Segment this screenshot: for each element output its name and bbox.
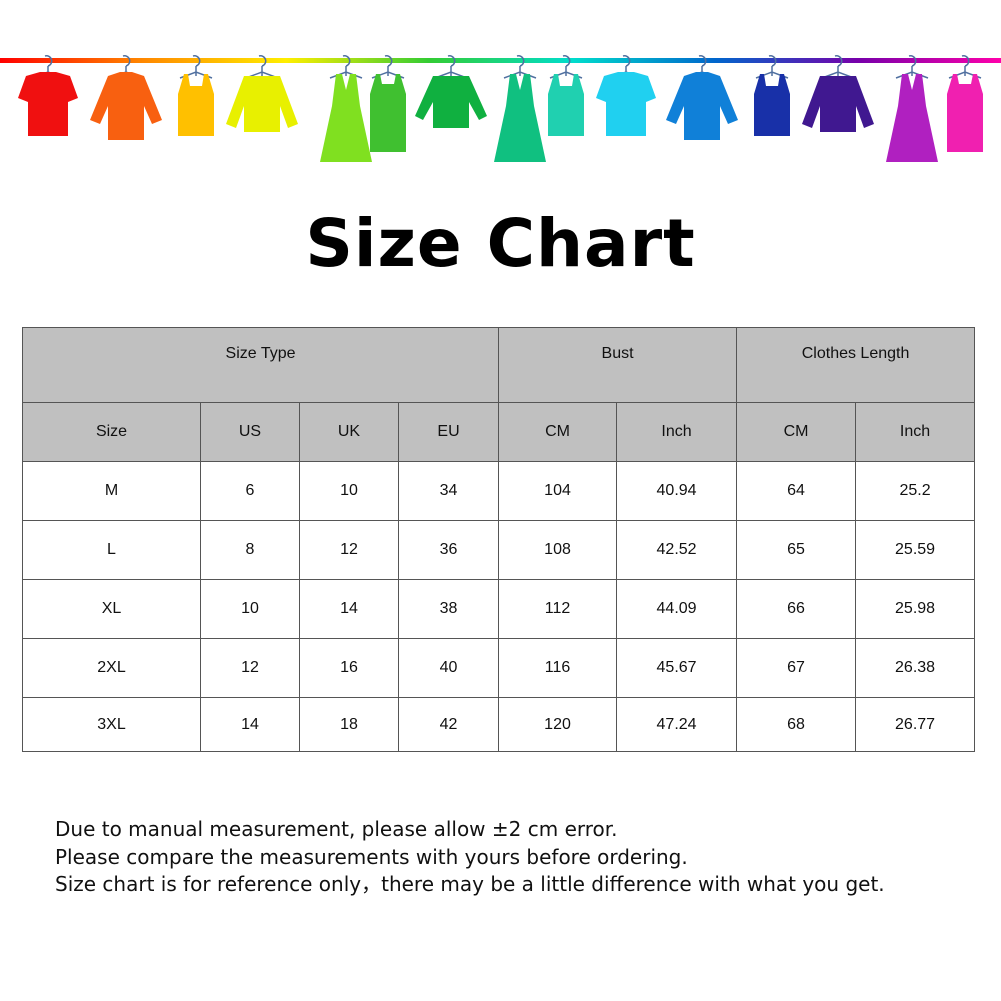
dress-icon xyxy=(320,55,372,162)
note-line: Size chart is for reference only，there m… xyxy=(55,872,885,896)
tank-top-icon xyxy=(178,55,214,136)
note-line: Due to manual measurement, please allow … xyxy=(55,817,618,841)
sub-header-row: Size US UK EU CM Inch CM Inch xyxy=(22,402,976,462)
clothes-banner xyxy=(0,55,1001,162)
table-cell: 45.67 xyxy=(616,638,738,698)
dress-icon xyxy=(886,55,938,162)
table-cell: 36 xyxy=(397,520,500,580)
table-cell: 12 xyxy=(299,520,399,580)
table-cell: 66 xyxy=(736,579,857,639)
table-cell: 67 xyxy=(736,638,857,698)
table-cell: 42.52 xyxy=(616,520,738,580)
header-clothes-length: Clothes Length xyxy=(736,327,976,403)
table-cell: 18 xyxy=(299,697,399,752)
table-cell: 120 xyxy=(498,697,618,752)
header-size-type: Size Type xyxy=(21,327,500,403)
table-cell: 12 xyxy=(200,638,300,698)
tshirt-icon xyxy=(18,55,78,136)
tank-top-icon xyxy=(754,55,790,136)
table-cell: 65 xyxy=(736,520,857,580)
sub-header-cell: CM xyxy=(498,402,618,462)
notes: Due to manual measurement, please allow … xyxy=(55,816,885,899)
sub-header-cell: Size xyxy=(22,402,201,462)
tshirt-icon xyxy=(596,55,656,136)
table-row: 3XL 14 18 42 120 47.24 68 26.77 xyxy=(22,697,976,752)
table-cell: 38 xyxy=(397,579,500,639)
table-cell: 14 xyxy=(299,579,399,639)
header-bust: Bust xyxy=(498,327,738,403)
cardigan-icon xyxy=(226,55,298,132)
table-cell: 47.24 xyxy=(616,697,738,752)
table-cell: 16 xyxy=(299,638,399,698)
table-cell: L xyxy=(22,520,201,580)
table-row: 2XL 12 16 40 116 45.67 67 26.38 xyxy=(22,638,976,698)
table-cell: 40.94 xyxy=(616,461,738,521)
table-cell: XL xyxy=(22,579,201,639)
dress-icon xyxy=(494,55,546,162)
table-cell: 3XL xyxy=(22,697,201,752)
table-cell: 108 xyxy=(498,520,618,580)
sub-header-cell: CM xyxy=(736,402,857,462)
table-cell: 6 xyxy=(200,461,300,521)
table-cell: 26.38 xyxy=(855,638,976,698)
table-cell: 104 xyxy=(498,461,618,521)
table-row: XL 10 14 38 112 44.09 66 25.98 xyxy=(22,579,976,639)
clothes-rail xyxy=(0,58,1001,63)
table-cell: 116 xyxy=(498,638,618,698)
table-cell: 14 xyxy=(200,697,300,752)
table-cell: 40 xyxy=(397,638,500,698)
table-cell: 2XL xyxy=(22,638,201,698)
table-cell: 64 xyxy=(736,461,857,521)
table-cell: 44.09 xyxy=(616,579,738,639)
table-row: L 8 12 36 108 42.52 65 25.59 xyxy=(22,520,976,580)
table-cell: 34 xyxy=(397,461,500,521)
tank-top-icon xyxy=(548,55,584,136)
tank-dress-icon xyxy=(370,55,406,152)
sub-header-cell: Inch xyxy=(855,402,976,462)
group-header-row: Size Type Bust Clothes Length xyxy=(21,327,976,403)
table-cell: 10 xyxy=(299,461,399,521)
cardigan-icon xyxy=(802,55,874,132)
table-cell: 112 xyxy=(498,579,618,639)
sub-header-cell: US xyxy=(200,402,300,462)
sub-header-cell: UK xyxy=(299,402,399,462)
table-cell: 25.98 xyxy=(855,579,976,639)
size-table: Size Type Bust Clothes Length Size US UK EU… xyxy=(21,327,976,752)
page-title: Size Chart xyxy=(305,205,696,282)
sub-header-cell: Inch xyxy=(616,402,738,462)
tank-dress-icon xyxy=(947,55,983,152)
table-cell: 10 xyxy=(200,579,300,639)
shirt-icon xyxy=(666,55,738,140)
table-cell: 26.77 xyxy=(855,697,976,752)
shirt-icon xyxy=(90,55,162,140)
table-cell: 68 xyxy=(736,697,857,752)
table-cell: M xyxy=(22,461,201,521)
table-cell: 8 xyxy=(200,520,300,580)
sub-header-cell: EU xyxy=(397,402,500,462)
table-cell: 25.59 xyxy=(855,520,976,580)
table-cell: 42 xyxy=(397,697,500,752)
note-line: Please compare the measurements with you… xyxy=(55,844,688,869)
sweater-icon xyxy=(415,55,487,128)
table-row: M 6 10 34 104 40.94 64 25.2 xyxy=(22,461,976,521)
table-cell: 25.2 xyxy=(855,461,976,521)
